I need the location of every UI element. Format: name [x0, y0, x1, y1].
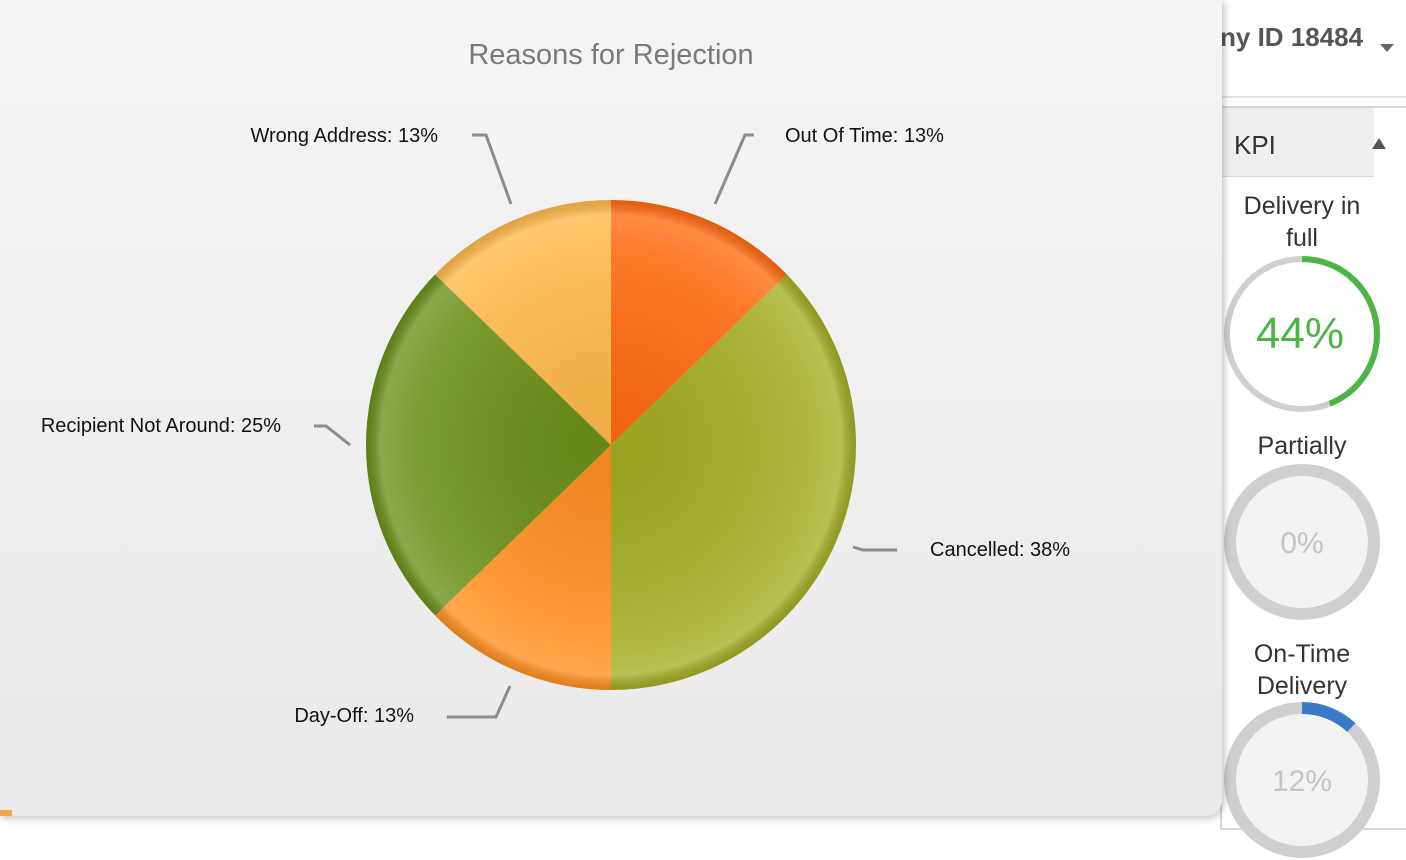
slice-label: Cancelled: 38% [930, 539, 1070, 561]
company-selector[interactable]: ny ID 18484 [1220, 22, 1406, 72]
kpi-label-line: Delivery in [1243, 192, 1361, 220]
kpi-title: KPI [1234, 130, 1276, 160]
pie-slices [366, 200, 856, 690]
gauge-value: 0% [1280, 527, 1323, 560]
company-label[interactable]: ny ID 18484 [1220, 22, 1364, 52]
label-connector [713, 133, 754, 205]
delivery-in-full-gauge: 44% [1224, 256, 1380, 412]
kpi-label-line: On-Time [1253, 640, 1351, 668]
kpi-header[interactable]: KPI [1222, 108, 1386, 177]
kpi-card: KPI Delivery in full 44% Partially 0% On… [1220, 106, 1406, 858]
kpi-label-partially: Partially [1222, 430, 1382, 462]
caret-down-icon[interactable] [1380, 44, 1394, 52]
slice-label: Recipient Not Around: 25% [41, 415, 281, 437]
kpi-label-line: Delivery [1256, 672, 1348, 700]
label-connector [314, 424, 351, 447]
gauge-arc [1224, 702, 1380, 858]
gauge-track [1224, 464, 1380, 620]
modal-corner [0, 810, 12, 816]
partially-gauge: 0% [1224, 464, 1380, 620]
label-connector [447, 685, 512, 719]
label-connector [472, 133, 513, 205]
rejection-chart-modal: Reasons for Rejection Out Of Time: 13% Ca… [0, 0, 1222, 816]
kpi-label-line: Partially [1257, 432, 1347, 460]
slice-label: Wrong Address: 13% [250, 125, 438, 147]
slice-label: Out Of Time: 13% [785, 125, 944, 147]
gauge-arc [1224, 256, 1380, 412]
triangle-up-icon[interactable] [1372, 138, 1386, 149]
label-connector [852, 545, 897, 552]
kpi-label-delivery-in-full: Delivery in full [1222, 190, 1382, 254]
gauge-value: 44% [1256, 309, 1344, 358]
divider [1220, 96, 1406, 98]
gauge-value: 12% [1272, 765, 1332, 798]
chart-title: Reasons for Rejection [468, 39, 753, 71]
slice-label: Day-Off: 13% [294, 705, 414, 727]
kpi-label-on-time-delivery: On-Time Delivery [1222, 638, 1382, 702]
on-time-delivery-gauge: 12% [1224, 702, 1380, 858]
kpi-label-line: full [1286, 224, 1318, 252]
pie-chart: Reasons for Rejection Out Of Time: 13% Ca… [41, 39, 1070, 727]
slice-labels: Out Of Time: 13% Cancelled: 38% Day-Off: 1… [41, 125, 1070, 727]
